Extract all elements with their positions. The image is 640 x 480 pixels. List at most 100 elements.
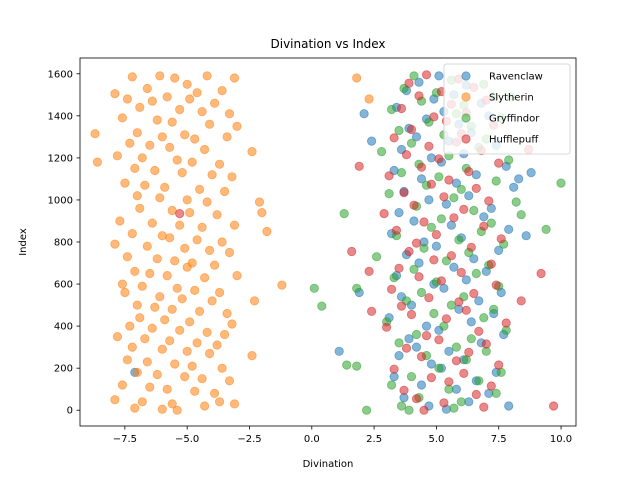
point-hufflepuff <box>461 305 471 315</box>
point-slytherin <box>142 241 152 251</box>
point-hufflepuff <box>444 377 454 387</box>
point-hufflepuff <box>486 259 496 269</box>
point-hufflepuff <box>456 267 466 278</box>
point-slytherin <box>157 132 167 142</box>
point-gryffindor <box>386 380 397 390</box>
point-hufflepuff <box>406 124 417 135</box>
y-tick-label: 1400 <box>48 111 73 122</box>
point-slytherin <box>167 304 177 314</box>
point-ravenclaw <box>394 350 404 361</box>
point-gryffindor <box>406 371 417 382</box>
point-slytherin <box>117 279 128 289</box>
point-slytherin <box>202 71 212 81</box>
point-gryffindor <box>309 283 319 293</box>
point-slytherin <box>145 140 155 150</box>
point-slytherin <box>277 280 287 290</box>
chart-title: Divination vs Index <box>271 37 386 51</box>
x-tick-label: 10.0 <box>550 434 572 445</box>
point-gryffindor <box>469 205 479 216</box>
point-hufflepuff <box>421 330 432 341</box>
point-slytherin <box>112 151 123 161</box>
point-slytherin <box>190 134 200 144</box>
point-hufflepuff <box>409 200 419 210</box>
point-ravenclaw <box>366 136 377 146</box>
y-tick-label: 200 <box>54 364 73 375</box>
point-slytherin <box>192 88 202 98</box>
point-gryffindor <box>451 342 461 352</box>
point-hufflepuff <box>454 297 464 307</box>
x-tick-label: −7.5 <box>113 434 137 445</box>
point-ravenclaw <box>514 174 524 184</box>
point-slytherin <box>182 346 192 356</box>
point-gryffindor <box>541 224 551 234</box>
point-ravenclaw <box>479 212 489 222</box>
point-slytherin <box>90 129 100 139</box>
point-gryffindor <box>411 329 422 340</box>
point-gryffindor <box>511 197 521 207</box>
point-slytherin <box>152 115 162 125</box>
legend-marker-ravenclaw <box>461 71 471 81</box>
point-slytherin <box>117 113 128 123</box>
point-hufflepuff <box>444 175 454 185</box>
point-ravenclaw <box>409 216 419 226</box>
point-slytherin <box>192 235 202 245</box>
point-slytherin <box>177 168 187 178</box>
x-tick-label: −5.0 <box>175 434 199 445</box>
point-slytherin <box>145 268 155 279</box>
point-gryffindor <box>396 168 407 178</box>
point-ravenclaw <box>426 153 436 163</box>
point-slytherin <box>185 317 195 327</box>
point-slytherin <box>132 128 142 138</box>
point-slytherin <box>175 220 185 230</box>
point-gryffindor <box>454 235 464 245</box>
point-ravenclaw <box>394 208 404 218</box>
point-slytherin <box>352 73 362 83</box>
point-slytherin <box>130 266 140 276</box>
point-hufflepuff <box>419 405 429 415</box>
point-slytherin <box>157 344 167 354</box>
point-slytherin <box>127 342 137 352</box>
point-slytherin <box>212 210 222 220</box>
point-gryffindor <box>371 252 382 262</box>
legend-box <box>443 63 571 155</box>
point-slytherin <box>122 94 133 104</box>
point-slytherin <box>172 283 182 293</box>
point-gryffindor <box>339 209 349 219</box>
point-slytherin <box>215 397 225 407</box>
point-hufflepuff <box>464 167 474 177</box>
point-hufflepuff <box>479 402 489 412</box>
point-slytherin <box>224 376 235 386</box>
point-slytherin <box>229 399 240 409</box>
point-hufflepuff <box>404 246 414 257</box>
point-hufflepuff <box>434 335 444 345</box>
point-slytherin <box>182 195 192 205</box>
point-hufflepuff <box>441 314 451 324</box>
point-gryffindor <box>479 313 489 323</box>
point-hufflepuff <box>394 263 404 273</box>
point-ravenclaw <box>509 182 519 192</box>
point-gryffindor <box>376 147 387 157</box>
point-slytherin <box>125 138 135 148</box>
point-hufflepuff <box>386 284 397 294</box>
point-slytherin <box>130 163 140 173</box>
point-ravenclaw <box>421 321 432 331</box>
point-gryffindor <box>352 361 362 371</box>
point-slytherin <box>210 260 220 270</box>
x-axis: −7.5 −5.0 −2.5 0.0 2.5 5.0 7.5 10.0 <box>113 426 572 445</box>
point-slytherin <box>197 107 207 117</box>
legend-label-hufflepuff: Hufflepuff <box>489 135 539 146</box>
point-hufflepuff <box>469 288 479 299</box>
point-slytherin <box>142 83 152 94</box>
point-slytherin <box>185 94 195 104</box>
point-hufflepuff <box>536 268 546 279</box>
legend: Ravenclaw Slytherin Gryffindor Hufflepuff <box>443 63 571 155</box>
point-slytherin <box>180 130 190 140</box>
point-ravenclaw <box>414 77 424 87</box>
point-slytherin <box>197 374 207 384</box>
point-slytherin <box>192 338 202 348</box>
point-hufflepuff <box>481 339 491 349</box>
point-hufflepuff <box>459 204 469 214</box>
point-slytherin <box>190 285 200 295</box>
point-ravenclaw <box>434 71 444 81</box>
point-hufflepuff <box>404 78 414 88</box>
